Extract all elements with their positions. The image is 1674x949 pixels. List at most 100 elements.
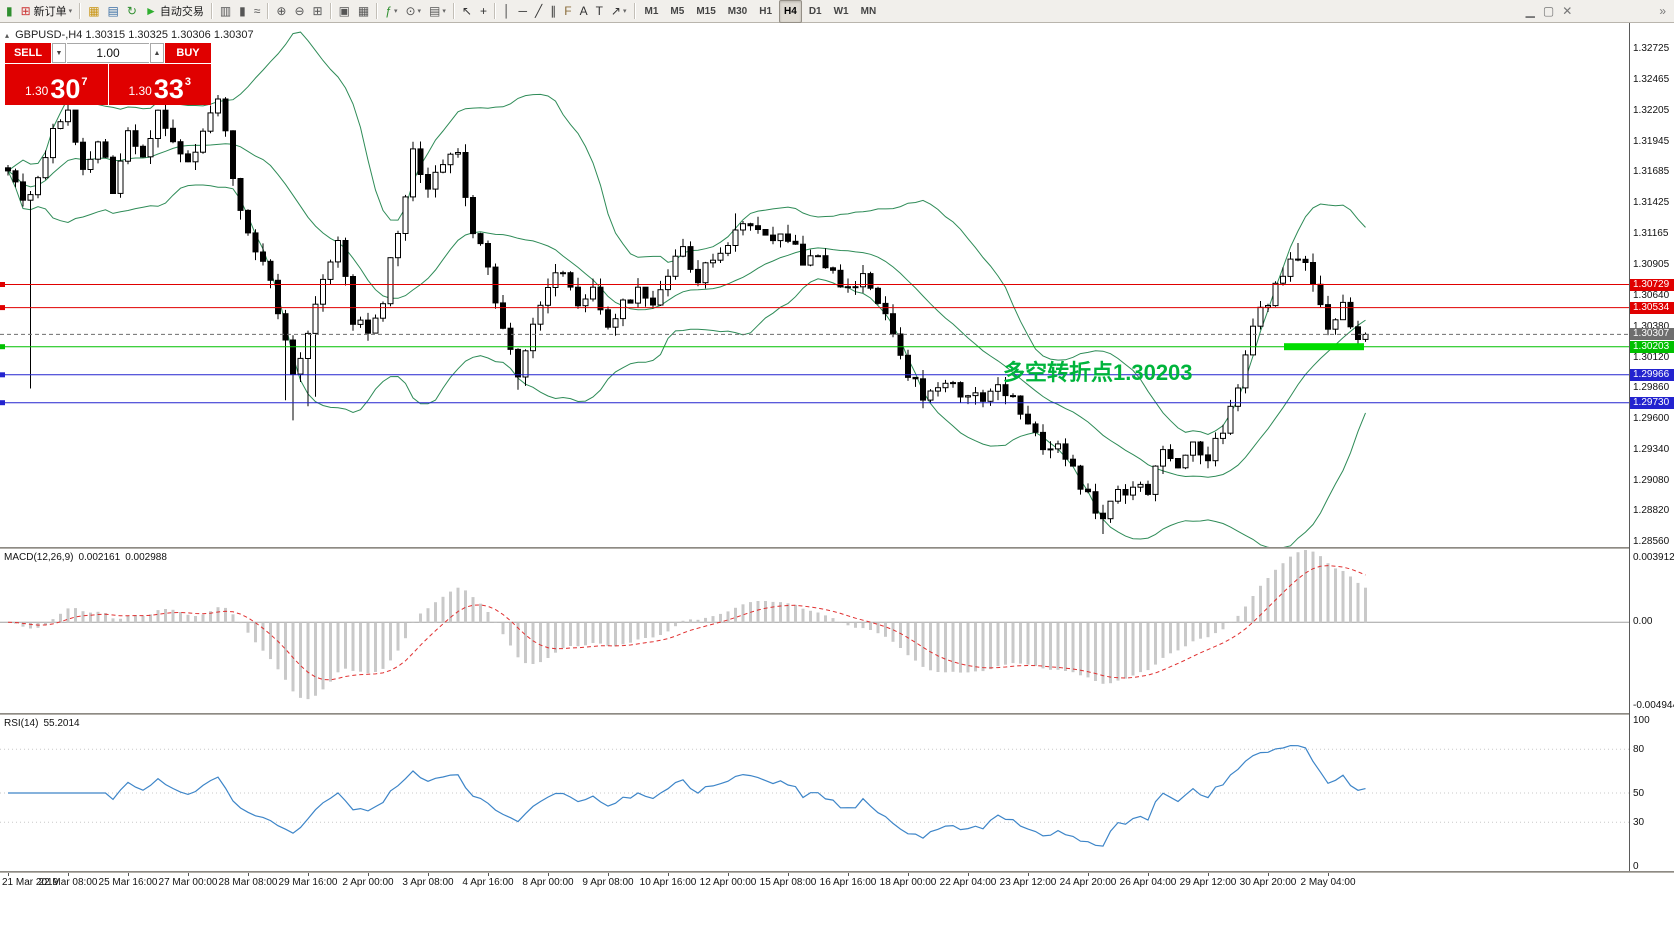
rsi-label: RSI(14) 55.2014 <box>4 718 85 729</box>
zoom-in-button[interactable]: ⊕ <box>273 2 289 21</box>
sell-price-box[interactable]: 1.30 30 7 <box>5 64 108 105</box>
timeframe-h4-button[interactable]: H4 <box>779 0 802 23</box>
chart-symbol-ohlc: ▴ GBPUSD-,H4 1.30315 1.30325 1.30306 1.3… <box>5 29 254 41</box>
time-tick <box>1268 873 1269 876</box>
time-tick-label: 16 Apr 16:00 <box>819 877 877 888</box>
hline-tool-button[interactable]: ─ <box>515 2 530 21</box>
time-tick-label: 2 Apr 00:00 <box>342 877 394 888</box>
arrange-windows-button-glyph: ▣ <box>338 4 350 18</box>
price-tick-label: 1.30380 <box>1633 320 1670 332</box>
price-chart-pane[interactable]: ▴ GBPUSD-,H4 1.30315 1.30325 1.30306 1.3… <box>0 23 1629 547</box>
buy-price-prefix: 1.30 <box>128 84 152 98</box>
price-tick-label: 1.29860 <box>1633 382 1670 394</box>
chart-annotation[interactable]: 多空转折点1.30203 <box>1003 360 1193 385</box>
buy-price-box[interactable]: 1.30 33 3 <box>108 64 211 105</box>
timeframe-mn-button[interactable]: MN <box>860 5 877 17</box>
restore-window-icon[interactable]: ▢ <box>1542 4 1555 18</box>
time-tick <box>428 873 429 876</box>
new-order-button[interactable]: ⊞ 新订单 ▾ <box>18 2 76 21</box>
macd-pane[interactable]: MACD(12,26,9) 0.002161 0.002988 <box>0 549 1629 713</box>
price-tick-label: 1.30905 <box>1633 258 1670 270</box>
arrange-windows-button[interactable]: ▣ <box>336 2 353 21</box>
crosshair-button-glyph: + <box>479 4 487 18</box>
crosshair-button[interactable]: + <box>477 2 490 21</box>
volume-input[interactable]: 1.00 <box>67 43 149 63</box>
axis-border <box>1629 23 1630 871</box>
shapes-button[interactable]: ↗ ▾ <box>608 2 630 21</box>
line-chart-button[interactable]: ≈ <box>251 2 264 21</box>
timeframe-m5-button[interactable]: M5 <box>670 5 685 17</box>
fibo-tool-button[interactable]: F <box>561 2 574 21</box>
timeframe-m1-button[interactable]: M1 <box>644 5 659 17</box>
templates-button-glyph: ▤ <box>429 4 441 18</box>
ohlc-values: 1.30315 1.30325 1.30306 1.30307 <box>85 29 254 41</box>
vline-tool-button[interactable]: │ <box>500 2 514 21</box>
hline-price-marker: 1.29966 <box>1630 368 1674 381</box>
timeframe-h1-button[interactable]: H1 <box>759 5 773 17</box>
candlestick-chart[interactable] <box>0 23 1629 547</box>
periods-button[interactable]: ⊙ ▾ <box>402 2 424 21</box>
profiles-button[interactable]: ▤ <box>105 2 122 21</box>
time-tick <box>1148 873 1149 876</box>
candle-chart-button[interactable]: ▮ <box>236 2 249 21</box>
label-tool-button[interactable]: T <box>593 2 606 21</box>
time-tick <box>128 873 129 876</box>
tile-windows-button-glyph: ⊞ <box>312 4 323 18</box>
price-tick-label: 1.29080 <box>1633 474 1670 486</box>
time-tick-label: 9 Apr 08:00 <box>582 877 634 888</box>
snap-grid-button[interactable]: ▦ <box>355 2 372 21</box>
rsi-chart <box>0 744 1629 847</box>
zoom-out-button[interactable]: ⊖ <box>291 2 307 21</box>
buy-button[interactable]: BUY <box>165 43 211 63</box>
text-tool-button[interactable]: A <box>577 2 591 21</box>
sell-button[interactable]: SELL <box>5 43 51 63</box>
price-axis[interactable]: 1.32725 1.32465 1.32205 1.31945 1.31685 1.314… <box>1630 23 1674 872</box>
trendline-tool-button[interactable]: ╱ <box>532 2 545 21</box>
refresh-button[interactable]: ↻ <box>124 2 140 21</box>
autotrading-button[interactable]: ► 自动交易 <box>142 2 207 21</box>
hline-price-marker: 1.30534 <box>1630 301 1674 314</box>
sell-price-sup: 7 <box>81 76 88 88</box>
oneclick-toggle-icon[interactable]: ▴ <box>5 31 10 40</box>
vline-tool-button-glyph: │ <box>502 4 511 18</box>
timeframe-m30-button[interactable]: M30 <box>727 5 748 17</box>
tile-windows-button[interactable]: ⊞ <box>310 2 326 21</box>
volume-up-button[interactable]: ▲ <box>150 43 164 63</box>
timeframe-d1-button[interactable]: D1 <box>808 5 822 17</box>
templates-button-caret-icon: ▾ <box>442 8 446 15</box>
pane-separator[interactable] <box>0 713 1674 715</box>
pane-separator[interactable] <box>0 547 1674 549</box>
rsi-name: RSI(14) <box>4 718 39 729</box>
macd-name: MACD(12,26,9) <box>4 552 74 563</box>
rsi-pane[interactable]: RSI(14) 55.2014 <box>0 715 1629 871</box>
toolbar-overflow-icon[interactable]: » <box>1659 4 1666 18</box>
label-tool-button-glyph: T <box>595 4 603 18</box>
new-chart-button-glyph: ▦ <box>88 4 100 18</box>
new-order-button-glyph: ⊞ <box>20 4 31 18</box>
cursor-button-glyph: ↖ <box>461 4 472 18</box>
templates-button[interactable]: ▤ ▾ <box>426 2 449 21</box>
timeframe-w1-button[interactable]: W1 <box>833 5 849 17</box>
bar-chart-button[interactable]: ▥ <box>217 2 234 21</box>
new-chart-button[interactable]: ▦ <box>85 2 102 21</box>
time-tick-label: 26 Apr 04:00 <box>1119 877 1177 888</box>
channel-tool-button[interactable]: ∥ <box>547 2 559 21</box>
cursor-button[interactable]: ↖ <box>459 2 475 21</box>
indicators-button[interactable]: ƒ ▾ <box>382 2 400 21</box>
timeframe-m15-button[interactable]: M15 <box>696 5 716 17</box>
volume-down-button[interactable]: ▼ <box>52 43 66 63</box>
time-tick <box>68 873 69 876</box>
time-tick <box>488 873 489 876</box>
autotrading-button-label: 自动交易 <box>159 6 204 18</box>
time-axis[interactable]: 21 Mar 2019 22 Mar 08:00 25 Mar 16:00 27 Ma… <box>0 873 1674 949</box>
time-tick-label: 2 May 04:00 <box>1300 877 1356 888</box>
current-price-marker: 1.30307 <box>1630 328 1674 341</box>
close-window-icon[interactable]: ✕ <box>1562 4 1573 18</box>
pane-separator[interactable] <box>0 871 1674 873</box>
minimize-window-icon[interactable]: ▁ <box>1525 4 1535 18</box>
toolbar-separator <box>79 3 82 19</box>
time-tick <box>728 873 729 876</box>
autotrading-button-glyph: ► <box>144 4 157 18</box>
toolbar-separator <box>493 3 496 19</box>
price-tick-label: 1.31165 <box>1633 227 1669 239</box>
